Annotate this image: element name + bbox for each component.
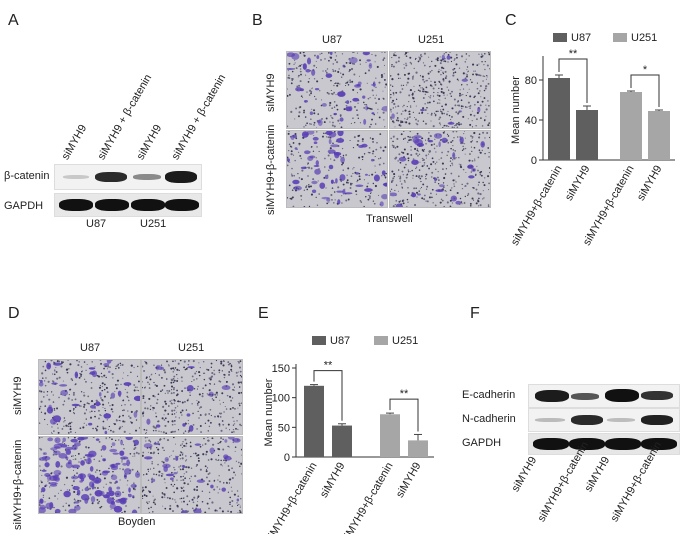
blot-row-label: β-catenin <box>4 170 50 182</box>
y-tick-label: 150 <box>272 363 290 375</box>
micrograph-d-u251-simyh9 <box>141 359 243 435</box>
y-axis-label: Mean number <box>510 76 522 144</box>
legend-entry: U251 <box>631 32 657 44</box>
legend-swatch <box>312 336 326 345</box>
western-blot-gapdh <box>54 193 202 217</box>
lane-label: siMYH9 <box>59 122 90 162</box>
column-label: U87 <box>322 34 343 46</box>
micrograph-b-u87-simyh9-bcatenin <box>286 130 388 208</box>
significance-bracket <box>313 370 343 421</box>
bar <box>648 111 670 160</box>
legend-entry: U87 <box>571 32 591 44</box>
significance-marker: ** <box>569 48 578 60</box>
lane-label: siMYH9 + β-catenin <box>169 72 229 162</box>
bar <box>548 78 570 160</box>
y-tick-label: 80 <box>525 75 537 87</box>
lane-label: siMYH9 <box>134 122 165 162</box>
significance-marker: ** <box>324 360 333 372</box>
legend-swatch <box>374 336 388 345</box>
panel-label-b: B <box>252 12 263 29</box>
legend-entry: U87 <box>330 335 350 347</box>
micrograph-b-u251-simyh9 <box>389 51 491 129</box>
row-label: siMYH9 <box>265 73 277 112</box>
panel-label-e: E <box>258 305 269 322</box>
western-blot-e-cadherin <box>528 384 680 408</box>
micrograph-b-u251-simyh9-bcatenin <box>389 130 491 208</box>
panel-caption: Transwell <box>366 213 413 225</box>
panel-label-a: A <box>8 12 19 29</box>
significance-bracket <box>389 398 419 432</box>
panel-label-f: F <box>470 305 480 322</box>
bar <box>620 92 642 160</box>
panel-label-d: D <box>8 305 20 322</box>
micrograph-b-u87-simyh9 <box>286 51 388 129</box>
x-tick-label: siMYH9+β-catenin <box>264 461 320 535</box>
significance-bracket <box>558 58 588 103</box>
x-tick-label: siMYH9 <box>635 164 665 203</box>
column-label: U251 <box>178 342 205 354</box>
y-tick-label: 50 <box>278 422 290 434</box>
y-tick-label: 100 <box>272 393 290 405</box>
legend-swatch <box>553 33 567 42</box>
x-tick-label: siMYH9+β-catenin <box>581 164 637 248</box>
lane-label: siMYH9 <box>582 454 613 494</box>
bar <box>408 440 428 457</box>
y-axis-label: Mean number <box>263 378 275 446</box>
group-label-u87: U87 <box>86 218 107 230</box>
significance-marker: ** <box>400 388 409 400</box>
row-label: siMYH9+β-catenin <box>12 439 24 530</box>
x-tick-label: siMYH9 <box>318 461 348 500</box>
panel-caption: Boyden <box>118 516 156 528</box>
blot-row-label: E-cadherin <box>462 389 516 401</box>
significance-bracket <box>630 74 660 107</box>
legend-entry: U251 <box>392 335 418 347</box>
x-tick-label: siMYH9 <box>563 164 593 203</box>
lane-label: siMYH9 <box>509 454 540 494</box>
x-tick-label: siMYH9+β-catenin <box>509 164 565 248</box>
x-tick-label: siMYH9 <box>394 461 424 500</box>
micrograph-d-u87-simyh9 <box>38 359 141 435</box>
column-label: U87 <box>80 342 101 354</box>
bar-chart-e: U87 U251 0 50 100 150 Mean number siMYH9+β-cate… <box>263 335 434 535</box>
bar <box>380 414 400 457</box>
row-label: siMYH9+β-catenin <box>265 124 277 215</box>
panel-label-c: C <box>505 12 517 29</box>
bar <box>332 425 352 457</box>
y-tick-label: 0 <box>284 452 290 464</box>
blot-row-label: GAPDH <box>462 437 502 449</box>
blot-row-label: N-cadherin <box>462 413 516 425</box>
column-label: U251 <box>418 34 445 46</box>
group-label-u251: U251 <box>140 218 167 230</box>
western-blot-n-cadherin <box>528 408 680 432</box>
micrograph-d-u87-simyh9-bcatenin <box>38 436 141 514</box>
blot-row-label: GAPDH <box>4 200 44 212</box>
bar <box>576 110 598 160</box>
y-tick-label: 0 <box>531 155 537 167</box>
row-label: siMYH9 <box>12 376 24 415</box>
x-tick-label: siMYH9+β-catenin <box>340 461 396 535</box>
micrograph-d-u251-simyh9-bcatenin <box>141 436 243 514</box>
western-blot-beta-catenin <box>54 164 202 190</box>
western-blot-gapdh-f <box>528 433 680 455</box>
y-tick-label: 40 <box>525 115 537 127</box>
bar <box>304 385 324 457</box>
legend-swatch <box>613 33 627 42</box>
significance-marker: * <box>643 64 648 76</box>
